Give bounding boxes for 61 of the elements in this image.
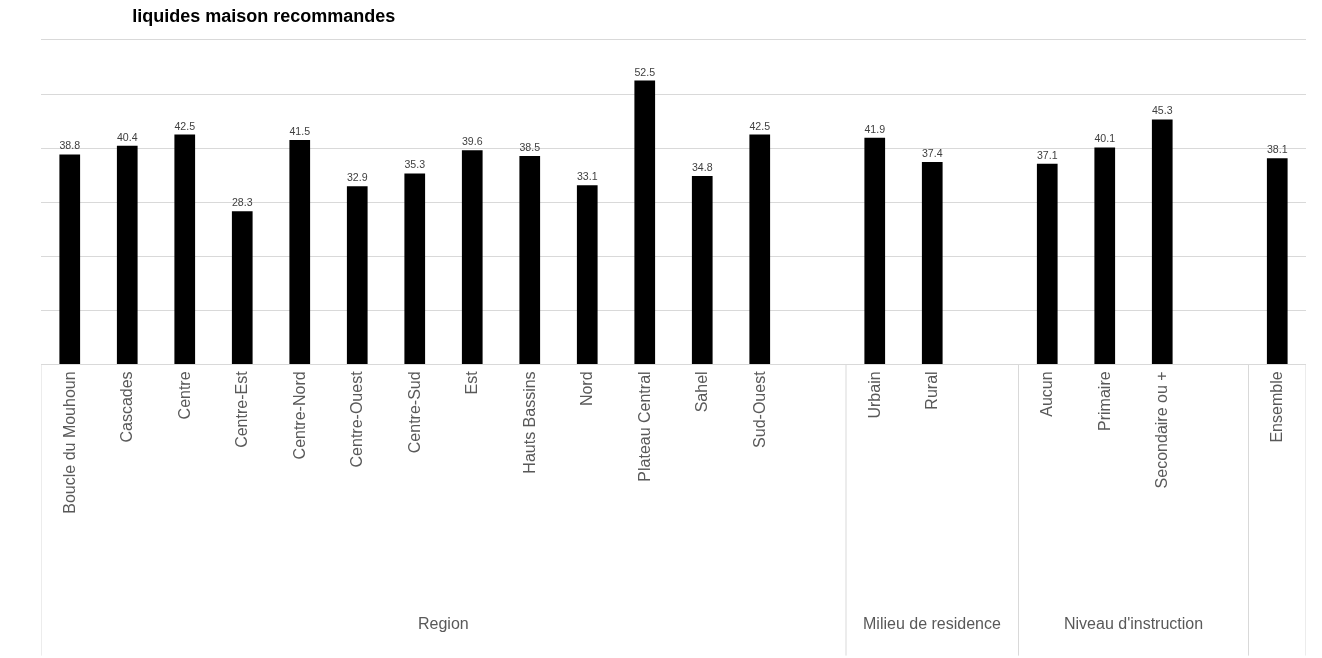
data-label: 35.3 bbox=[404, 158, 426, 171]
bar bbox=[231, 211, 253, 364]
bar bbox=[346, 186, 368, 364]
bar bbox=[174, 134, 196, 364]
data-label: 32.9 bbox=[346, 171, 368, 184]
x-tick-label: Hauts Bassins bbox=[520, 371, 538, 474]
data-label: 28.3 bbox=[231, 196, 253, 209]
bar bbox=[1151, 119, 1173, 364]
data-label: 37.4 bbox=[921, 147, 943, 160]
bar bbox=[461, 150, 483, 364]
x-tick-label: Rural bbox=[923, 371, 941, 410]
data-label: 38.8 bbox=[59, 139, 81, 152]
data-label: 42.5 bbox=[174, 119, 196, 132]
bar bbox=[1266, 158, 1288, 364]
data-label: 39.6 bbox=[461, 135, 483, 148]
x-tick-label: Aucun bbox=[1038, 371, 1056, 417]
text: Niveau d'instruction bbox=[1064, 615, 1204, 632]
bar bbox=[404, 173, 426, 364]
bar bbox=[691, 176, 713, 364]
data-label: 37.1 bbox=[1036, 148, 1058, 161]
data-label: 42.5 bbox=[749, 119, 771, 132]
x-tick-label: Cascades bbox=[118, 371, 136, 443]
text: Milieu de residence bbox=[863, 615, 1001, 632]
x-tick-label: Centre-Est bbox=[233, 370, 251, 448]
data-label: 38.5 bbox=[519, 141, 541, 154]
data-label: 38.1 bbox=[1266, 143, 1288, 156]
data-label: 41.5 bbox=[289, 124, 311, 137]
data-label: 40.1 bbox=[1094, 132, 1116, 145]
data-label: 34.8 bbox=[691, 161, 713, 174]
bar bbox=[116, 145, 138, 364]
x-tick-label: Centre-Sud bbox=[405, 371, 423, 454]
bar bbox=[1036, 163, 1058, 364]
chart-title: liquides maison recommandes bbox=[132, 6, 396, 27]
data-label: 40.4 bbox=[116, 130, 138, 143]
data-label: 52.5 bbox=[634, 65, 656, 78]
x-tick-label: Boucle du Mouhoun bbox=[60, 371, 78, 514]
bar bbox=[289, 139, 311, 364]
x-tick-label: Centre-Nord bbox=[290, 371, 308, 460]
x-tick-label: Est bbox=[463, 370, 481, 395]
x-tick-label: Sahel bbox=[693, 371, 711, 413]
bar bbox=[921, 162, 943, 364]
x-tick-label: Primaire bbox=[1095, 371, 1113, 431]
x-tick-label: Nord bbox=[578, 371, 596, 407]
text: Region bbox=[418, 615, 469, 632]
bar bbox=[519, 156, 541, 364]
x-tick-label: Secondaire ou + bbox=[1153, 371, 1171, 489]
x-tick-label: Urbain bbox=[865, 371, 883, 419]
x-tick-label: Ensemble bbox=[1268, 371, 1286, 443]
x-tick-label: Sud-Ouest bbox=[750, 370, 768, 448]
bar bbox=[749, 134, 771, 364]
data-label: 45.3 bbox=[1151, 104, 1173, 117]
data-label: 33.1 bbox=[576, 170, 598, 183]
x-tick-label: Plateau Central bbox=[635, 371, 653, 482]
bar bbox=[576, 185, 598, 364]
x-tick-label: Centre bbox=[175, 371, 193, 420]
bar bbox=[59, 154, 81, 364]
x-tick-label: Centre-Ouest bbox=[348, 370, 366, 468]
bar bbox=[634, 80, 656, 364]
data-label: 41.9 bbox=[864, 122, 886, 135]
bar bbox=[864, 137, 886, 364]
bar bbox=[1094, 147, 1116, 364]
